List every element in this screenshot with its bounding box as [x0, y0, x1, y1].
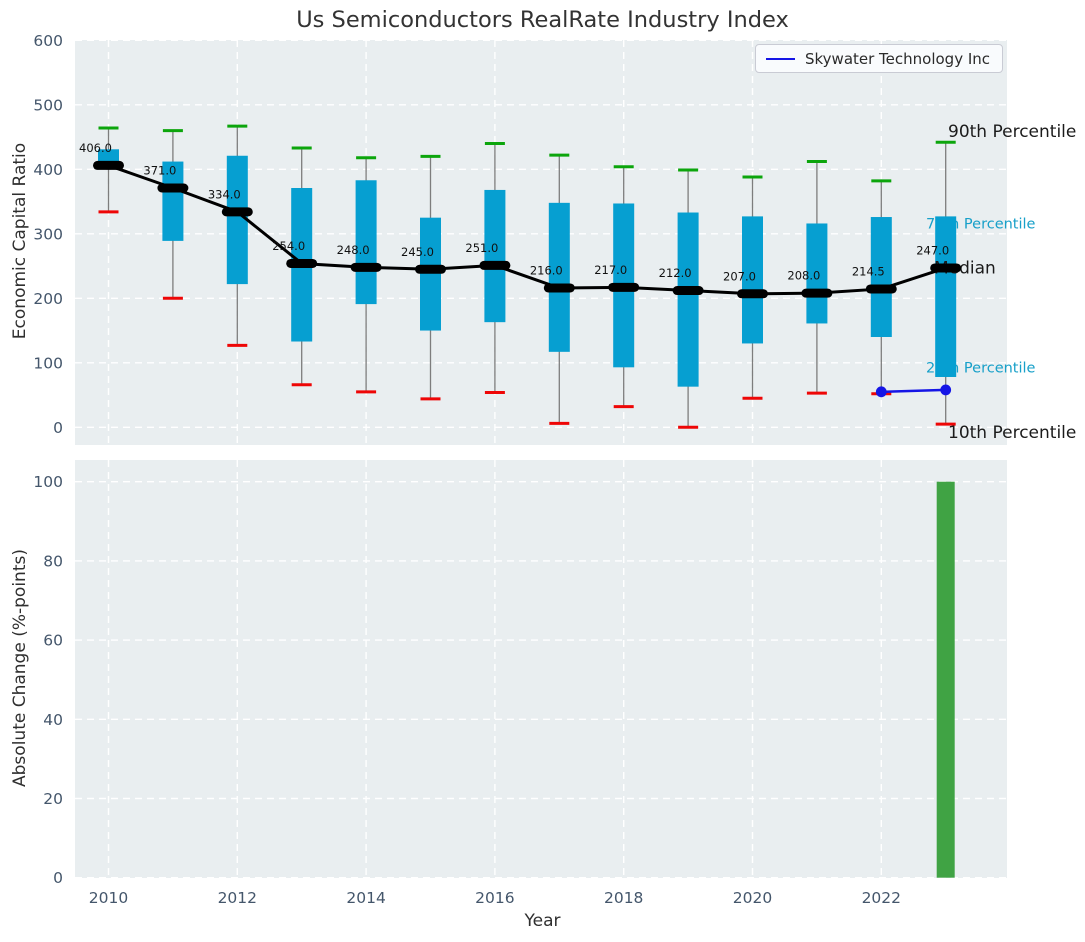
annotation-median: Median — [934, 258, 996, 278]
median-value-label-2018: 217.0 — [594, 263, 627, 277]
change-bar-2023 — [936, 481, 955, 878]
box-plot-2015 — [420, 154, 441, 401]
legend-line-swatch — [766, 57, 795, 60]
iqr-box — [226, 155, 248, 285]
iqr-box — [484, 189, 506, 323]
median-dash-2014 — [350, 262, 382, 272]
bottom-ytick-40: 40 — [43, 711, 63, 729]
median-dash-2017 — [543, 283, 575, 293]
box-plot-2023 — [935, 140, 957, 426]
top-ytick-100: 100 — [33, 354, 63, 372]
top-plot-area — [75, 40, 1007, 445]
bottom-ytick-80: 80 — [43, 552, 63, 570]
box-plot-2020 — [742, 175, 763, 400]
iqr-box — [548, 202, 570, 352]
median-value-label-2023: 247.0 — [916, 243, 949, 257]
median-value-label-2012: 334.0 — [208, 187, 241, 201]
iqr-box — [162, 161, 184, 241]
xtick-2010: 2010 — [89, 889, 128, 907]
xtick-2022: 2022 — [862, 889, 901, 907]
median-dash-2011 — [157, 183, 189, 193]
bottom-ytick-100: 100 — [33, 473, 63, 491]
bottom-plot-area — [75, 460, 1007, 878]
bottom-gridlines — [75, 460, 1007, 879]
company-line — [881, 388, 946, 394]
median-dash-2015 — [415, 264, 446, 274]
box-plot-2019 — [677, 168, 699, 429]
box-plot-2014 — [355, 156, 377, 394]
xtick-2020: 2020 — [733, 889, 772, 907]
iqr-box — [806, 223, 828, 324]
median-dash-2023 — [930, 263, 962, 273]
iqr-box — [870, 217, 892, 337]
median-dash-2018 — [608, 282, 640, 292]
annotation-90th-percentile: 90th Percentile — [948, 122, 1076, 142]
box-plot-2021 — [806, 160, 828, 395]
median-value-label-2011: 371.0 — [143, 164, 176, 178]
chart-title: Us Semiconductors RealRate Industry Inde… — [296, 7, 789, 33]
top-ytick-0: 0 — [53, 419, 63, 437]
x-axis-label: Year — [524, 911, 561, 931]
top-ytick-300: 300 — [33, 225, 63, 243]
median-value-label-2017: 216.0 — [530, 263, 563, 277]
box-plot-2011 — [162, 129, 184, 300]
company-point-2023 — [940, 384, 952, 396]
median-value-label-2015: 245.0 — [401, 245, 434, 259]
bottom-chart: 0 20 40 60 80 100 2010 2012 2014 2016 2018 2020 2022 — [33, 460, 1007, 907]
bottom-ytick-20: 20 — [43, 790, 63, 808]
median-dash-2019 — [672, 286, 704, 296]
top-ytick-600: 600 — [33, 32, 63, 50]
annotation-10th-percentile: 10th Percentile — [948, 423, 1076, 443]
bottom-ytick-60: 60 — [43, 632, 63, 650]
median-value-label-2022: 214.5 — [852, 264, 885, 278]
xtick-2018: 2018 — [604, 889, 643, 907]
median-dash-2020 — [737, 289, 768, 299]
top-ytick-200: 200 — [33, 290, 63, 308]
y-axis-label-bottom: Absolute Change (%-points) — [10, 549, 30, 787]
iqr-box — [677, 212, 699, 387]
iqr-box — [355, 180, 377, 305]
median-dash-2016 — [479, 260, 511, 270]
iqr-box — [742, 216, 763, 344]
median-dash-2010 — [93, 160, 124, 170]
y-axis-label-top: Economic Capital Ratio — [10, 142, 30, 340]
median-value-label-2016: 251.0 — [465, 241, 498, 255]
xtick-2016: 2016 — [475, 889, 514, 907]
median-value-label-2010: 406.0 — [79, 141, 112, 155]
box-plot-2012 — [226, 124, 248, 347]
legend: Skywater Technology Inc — [755, 44, 1004, 73]
median-value-label-2013: 254.0 — [272, 239, 305, 253]
median-value-label-2014: 248.0 — [337, 243, 370, 257]
top-ytick-400: 400 — [33, 161, 63, 179]
company-point-2022 — [875, 386, 887, 398]
median-dash-2022 — [865, 284, 897, 294]
box-plot-2017 — [548, 153, 570, 425]
legend-label: Skywater Technology Inc — [805, 49, 991, 68]
median-value-label-2020: 207.0 — [723, 269, 756, 283]
iqr-box — [935, 216, 957, 377]
bottom-ytick-0: 0 — [53, 869, 63, 887]
median-value-label-2019: 212.0 — [659, 266, 692, 280]
iqr-box — [420, 217, 441, 331]
median-dash-2021 — [801, 288, 833, 298]
xtick-2012: 2012 — [218, 889, 257, 907]
median-dash-2013 — [286, 258, 318, 268]
xtick-2014: 2014 — [346, 889, 385, 907]
top-ytick-500: 500 — [33, 96, 63, 114]
median-value-label-2021: 208.0 — [787, 269, 820, 283]
median-dash-2012 — [221, 207, 253, 217]
